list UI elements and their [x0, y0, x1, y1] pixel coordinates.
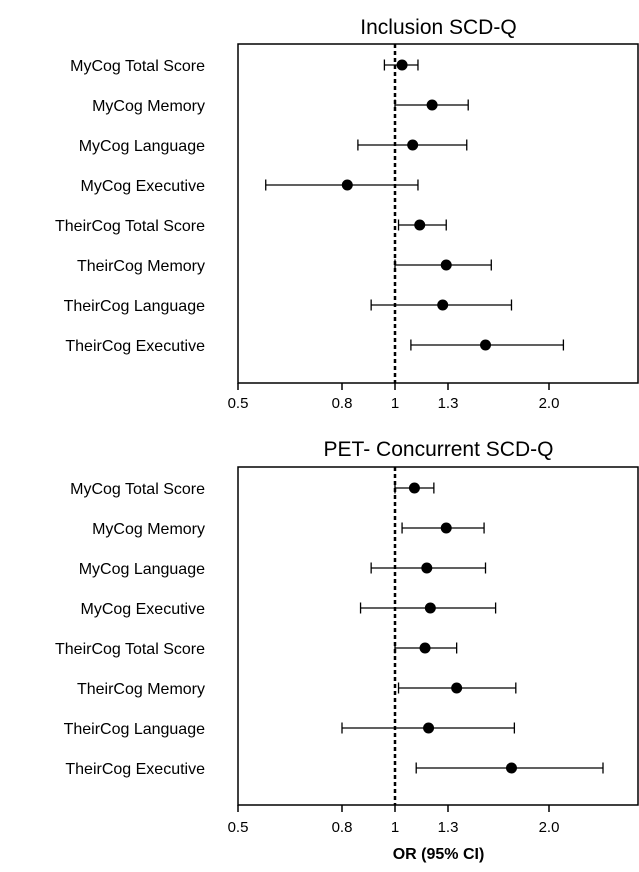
- panel2-x-tick-label: 1.3: [438, 819, 459, 836]
- panel1-point-estimate: [414, 219, 426, 231]
- panel2-point-estimate: [419, 642, 431, 654]
- panel1-plot-frame: [237, 43, 639, 384]
- panel1-row-label: MyCog Language: [79, 138, 205, 155]
- panel2-chart-title: PET- Concurrent SCD-Q: [324, 438, 554, 461]
- panel2-row-label: TheirCog Executive: [65, 761, 205, 778]
- panel2-point-estimate: [423, 722, 435, 734]
- panel2-point-estimate: [505, 762, 517, 774]
- panel1-row-label: TheirCog Language: [64, 298, 206, 315]
- panel1-point-estimate: [396, 59, 408, 71]
- panel1-x-tick-label: 0.5: [228, 395, 249, 412]
- panel2-row-label: MyCog Executive: [81, 601, 206, 618]
- panel2-point-estimate: [440, 522, 452, 534]
- panel1-point-estimate: [407, 139, 419, 151]
- panel2-row-label: TheirCog Memory: [77, 681, 205, 698]
- panel1-x-tick-label: 1: [391, 395, 399, 412]
- panel1-row-label: MyCog Executive: [81, 178, 206, 195]
- panel1-x-tick-label: 2.0: [539, 395, 560, 412]
- panel1-x-tick-label: 0.8: [332, 395, 353, 412]
- panel1-row-label: TheirCog Executive: [65, 338, 205, 355]
- panel1-x-tick-label: 1.3: [438, 395, 459, 412]
- panel1-point-estimate: [437, 299, 449, 311]
- panel2-x-tick-label: 0.8: [332, 819, 353, 836]
- panel1-row-label: TheirCog Total Score: [55, 218, 205, 235]
- panel1-row-label: TheirCog Memory: [77, 258, 205, 275]
- panel2-x-axis-label: OR (95% CI): [393, 846, 485, 863]
- panel2-plot-frame: [237, 466, 639, 806]
- panel1-point-estimate: [440, 259, 452, 271]
- panel1-chart-title: Inclusion SCD-Q: [360, 16, 516, 39]
- panel2-x-tick-label: 2.0: [539, 819, 560, 836]
- panel2-x-tick-label: 0.5: [228, 819, 249, 836]
- panel2-row-label: MyCog Memory: [92, 521, 205, 538]
- panel2-point-estimate: [421, 562, 433, 574]
- panel1-row-label: MyCog Memory: [92, 98, 205, 115]
- panel1-point-estimate: [341, 179, 353, 191]
- panel2-row-label: MyCog Total Score: [70, 481, 205, 498]
- panel1-row-label: MyCog Total Score: [70, 58, 205, 75]
- panel1-point-estimate: [426, 99, 438, 111]
- panel2-row-label: TheirCog Language: [64, 721, 206, 738]
- panel2-point-estimate: [424, 602, 436, 614]
- panel2-row-label: TheirCog Total Score: [55, 641, 205, 658]
- panel2-point-estimate: [408, 482, 420, 494]
- panel2-x-tick-label: 1: [391, 819, 399, 836]
- panel2-row-label: MyCog Language: [79, 561, 205, 578]
- panel2-point-estimate: [451, 682, 463, 694]
- panel1-point-estimate: [480, 339, 492, 351]
